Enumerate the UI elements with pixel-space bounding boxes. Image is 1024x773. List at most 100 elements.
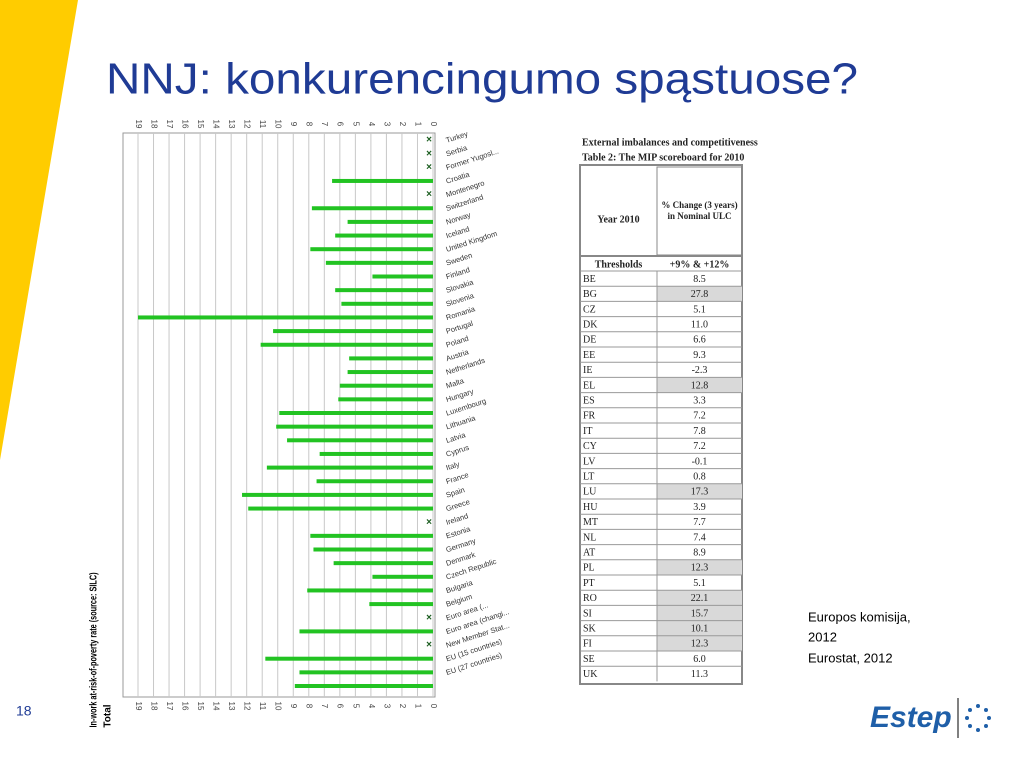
missing-marker: ×: [426, 148, 432, 159]
table-thresholds: +9% & +12%: [670, 259, 730, 270]
x-tick-label: 18: [149, 120, 158, 129]
x-tick-label: 14: [212, 120, 221, 129]
page-number: 18: [16, 703, 32, 719]
table-cell: CZ: [583, 304, 596, 315]
table-cell: IE: [583, 365, 592, 376]
x-tick-label: 6: [336, 122, 345, 127]
highlight-cell: [657, 559, 742, 575]
bar: [347, 219, 433, 224]
table-cell: 12.8: [691, 380, 709, 391]
bar: [369, 602, 433, 607]
x-tick-label: 1: [413, 122, 422, 127]
table-cell: 7.2: [693, 411, 706, 422]
bar: [294, 684, 433, 688]
bar: [299, 670, 433, 675]
x-tick-label: 7: [320, 704, 329, 709]
table-header-box: % Change (3 years) in Nominal ULC: [661, 200, 737, 221]
bar: [242, 492, 433, 497]
table-cell: -2.3: [692, 365, 708, 376]
table-cell: 3.9: [693, 502, 706, 513]
bar: [338, 397, 433, 402]
table-cell: 7.8: [693, 426, 706, 437]
yellow-stripe: [0, 0, 78, 460]
bar: [349, 356, 433, 361]
highlight-cell: [657, 377, 742, 393]
bar: [333, 561, 433, 566]
bar: [273, 329, 433, 334]
category-label: France: [445, 470, 470, 486]
bar: [335, 233, 433, 238]
table-cell: PL: [583, 563, 595, 574]
bar: [332, 178, 433, 183]
table-header: Year 2010: [597, 214, 639, 225]
x-tick-label: 19: [134, 702, 143, 711]
logo-dots: [965, 704, 991, 732]
table-cell: SK: [583, 623, 597, 634]
table-cell: 10.1: [691, 623, 709, 634]
category-label: Latvia: [445, 430, 468, 445]
category-label: Turkey: [445, 129, 470, 145]
table-cell: 7.4: [693, 532, 706, 543]
table-cell: BE: [583, 274, 596, 285]
table-cell: 7.2: [693, 441, 706, 452]
x-tick-label: 17: [165, 702, 174, 711]
category-label: Norway: [445, 210, 472, 226]
x-tick-label: 16: [180, 702, 189, 711]
source: Eurostat, 2012: [808, 650, 893, 665]
highlight-cell: [657, 605, 742, 621]
x-tick-label: 0: [429, 704, 438, 709]
x-tick-label: 14: [212, 702, 221, 711]
highlight-cell: [657, 590, 742, 606]
highlight-cell: [657, 483, 742, 499]
x-tick-label: 3: [382, 704, 391, 709]
x-tick-label: 17: [165, 120, 174, 129]
bar: [335, 288, 433, 293]
table-cell: IT: [583, 426, 592, 437]
bar: [372, 574, 433, 579]
table-cell: CY: [583, 441, 597, 452]
table-cell: HU: [583, 502, 598, 513]
table-cell: EE: [583, 350, 595, 361]
x-tick-label: 1: [413, 704, 422, 709]
source: 2012: [808, 629, 837, 644]
table-cell: -0.1: [692, 456, 708, 467]
x-tick-label: 5: [351, 704, 360, 709]
table-cell: EL: [583, 380, 595, 391]
table-cell: FR: [583, 411, 596, 422]
table-cell: 6.0: [693, 654, 706, 665]
x-tick-label: 13: [227, 120, 236, 129]
table-cell: DE: [583, 335, 596, 346]
x-tick-label: 15: [196, 702, 205, 711]
table-cell: ES: [583, 395, 595, 406]
x-tick-label: 13: [227, 702, 236, 711]
table-cell: 5.1: [693, 578, 706, 589]
bar: [313, 547, 433, 552]
table-cell: LV: [583, 456, 596, 467]
x-tick-label: 4: [367, 122, 376, 127]
table-cell: SI: [583, 608, 592, 619]
bar: [316, 479, 433, 484]
x-tick-label: 12: [243, 702, 252, 711]
table-cell: 12.3: [691, 563, 709, 574]
category-label: Italy: [445, 459, 461, 472]
table-cell: 7.7: [693, 517, 706, 528]
bar: [299, 629, 433, 634]
bar: [310, 247, 433, 252]
bar: [260, 342, 433, 347]
x-tick-label: 3: [382, 122, 391, 127]
table-cell: FI: [583, 639, 592, 650]
table-caption: External imbalances and competitiveness: [582, 137, 758, 148]
missing-marker: ×: [426, 612, 432, 623]
category-label: Cyprus: [445, 443, 471, 459]
table-thresholds: Thresholds: [595, 259, 643, 270]
table-cell: 17.3: [691, 487, 709, 498]
table-cell: 22.1: [691, 593, 709, 604]
x-tick-label: 2: [398, 704, 407, 709]
x-tick-label: 11: [258, 702, 267, 711]
x-tick-label: 15: [196, 120, 205, 129]
highlight-cell: [657, 635, 742, 651]
table-cell: 6.6: [693, 335, 706, 346]
table-cell: 8.9: [693, 547, 706, 558]
table-cell: 15.7: [691, 608, 709, 619]
